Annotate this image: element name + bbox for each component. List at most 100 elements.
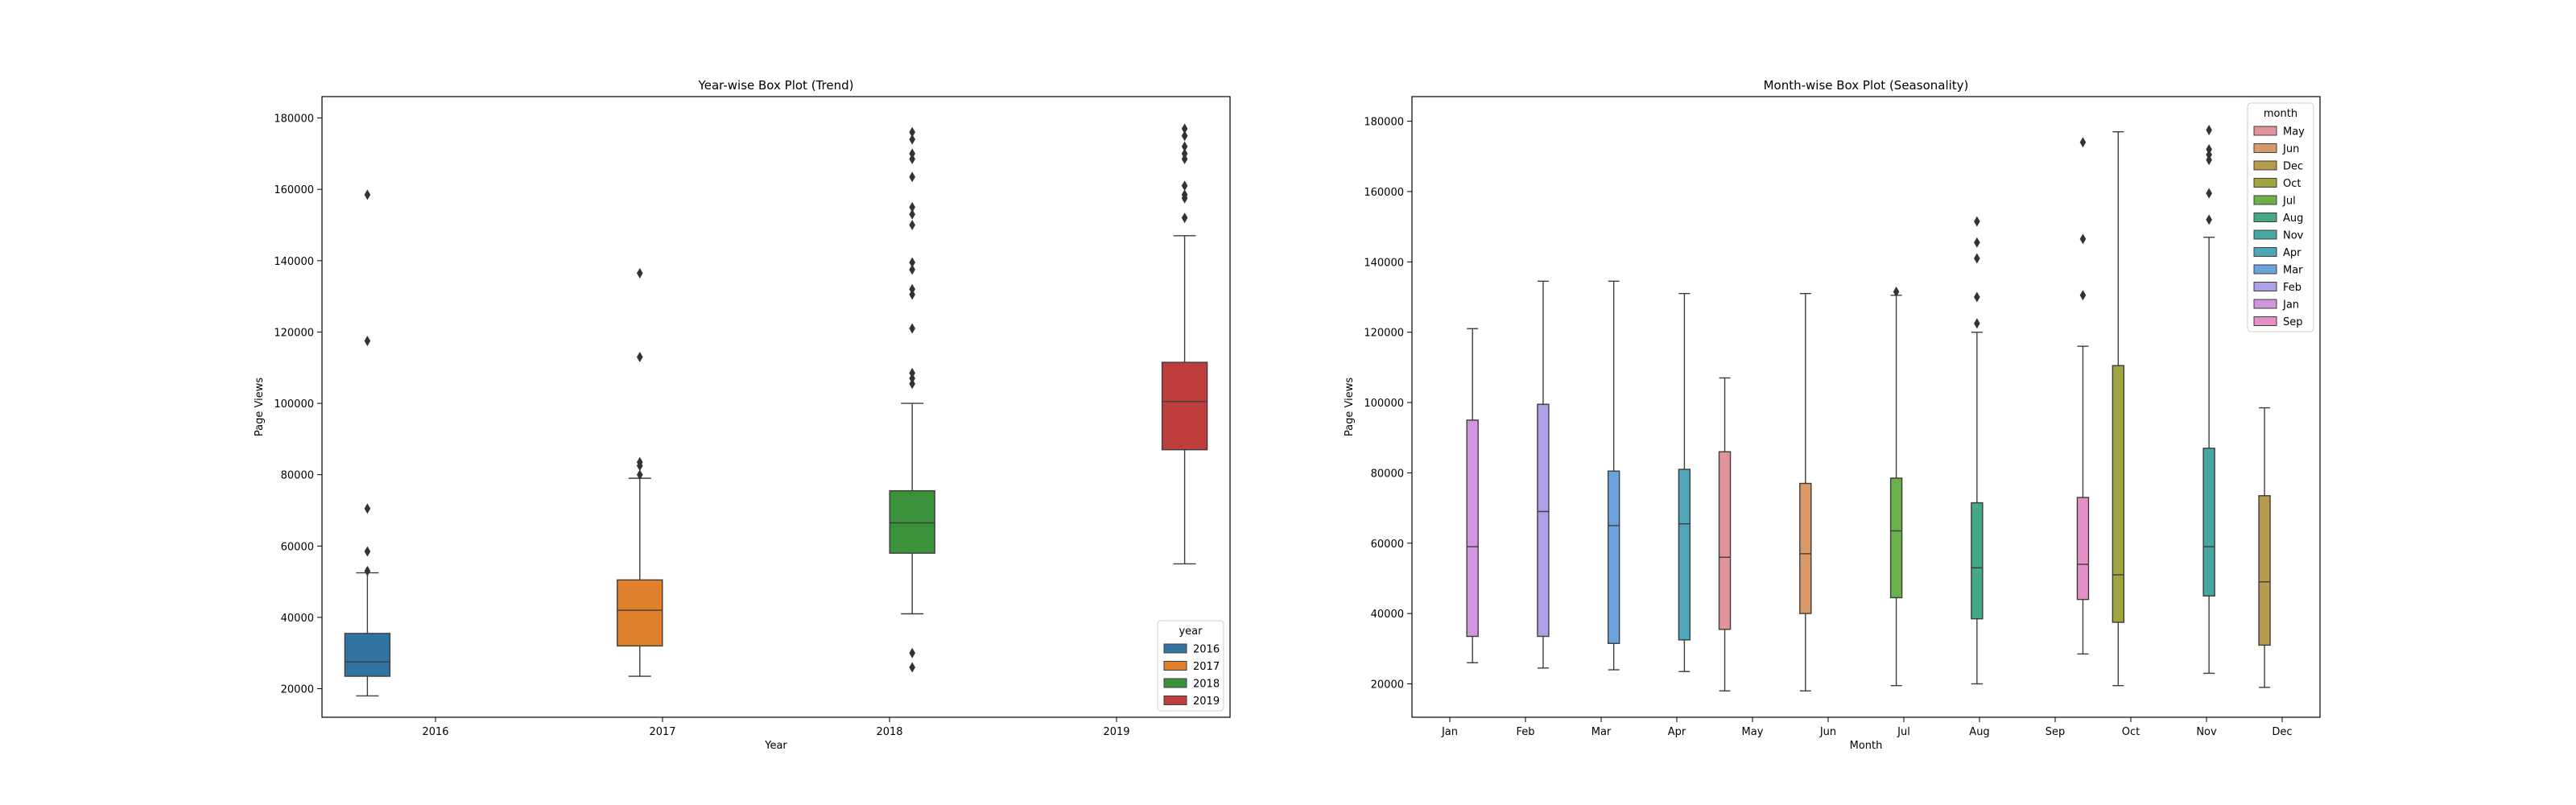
x-tick-label: Oct [2122,726,2140,738]
outlier-point [909,662,915,673]
box-Mar-Mar [1607,280,1620,671]
x-tick-label: Aug [1969,726,1989,738]
outlier-point [909,134,915,145]
y-tick-label: 100000 [274,398,314,411]
legend: month May Jun Dec Oct Jul Aug Nov Apr Mar Feb Jan Se… [2247,102,2314,332]
outlier-point [1893,286,1900,297]
y-tick-label: 60000 [281,541,314,553]
box-Jul-Jul [1889,286,1903,687]
legend-swatch [2253,213,2277,222]
box-iqr [1466,419,1479,638]
legend-label: 2019 [1193,696,1220,708]
y-tick-label: 80000 [1371,468,1404,480]
outlier-point [909,289,915,300]
legend-swatch [2253,264,2277,275]
outlier-point [1181,189,1188,200]
y-tick-label: 120000 [1364,328,1404,340]
outlier-point [1974,291,1980,303]
x-tick-label: 2018 [876,726,902,738]
y-tick-label: 140000 [274,256,314,268]
x-tick-label: Dec [2272,726,2292,738]
box-iqr [617,579,663,647]
y-axis-label: Page Views [1344,378,1356,436]
legend-swatch [1163,661,1187,671]
chart-title: Year-wise Box Plot (Trend) [698,78,854,93]
legend-swatch [1163,643,1187,654]
legend-swatch [2253,195,2277,205]
box-Oct-Oct [2112,130,2125,687]
x-tick-label: Apr [1668,726,1686,738]
outlier-point [364,503,371,514]
legend-label: 2016 [1193,644,1220,656]
y-tick-label: 20000 [1371,679,1404,691]
legend-label: 2017 [1193,661,1220,673]
y-tick-label: 100000 [1364,398,1404,410]
x-tick-label: 2019 [1103,726,1129,738]
box-iqr [1799,482,1812,614]
legend-swatch [2253,316,2277,326]
legend-label: 2018 [1193,679,1220,691]
box-iqr [1889,477,1903,599]
y-tick-label: 40000 [281,613,314,625]
outlier-point [364,546,371,557]
legend-swatch [2253,160,2277,171]
legend-label: Jul [2282,196,2296,208]
box-iqr [1971,502,1984,620]
box-iqr [1678,469,1691,641]
x-tick-label: 2016 [422,726,448,738]
outlier-point [909,264,915,275]
outlier-point [909,148,915,159]
x-tick-label: Feb [1516,726,1534,738]
outlier-point [909,378,915,390]
outlier-point [2079,290,2087,301]
box-2016-2016 [344,189,391,697]
legend-label: Aug [2283,213,2303,225]
x-tick-label: Jan [1441,726,1458,738]
legend-swatch [2253,299,2277,309]
box-Nov-Nov [2202,124,2215,675]
x-axis-label: Month [1850,740,1883,752]
outlier-point [2079,137,2087,148]
outlier-point [2206,144,2212,155]
axes-frame [321,96,1231,718]
outlier-point [1974,253,1980,264]
outlier-point [1974,318,1980,329]
outlier-point [909,367,915,378]
x-tick-label: Sep [2046,726,2066,738]
box-iqr [889,489,935,554]
legend-label: Feb [2283,282,2301,294]
chart-title: Month-wise Box Plot (Seasonality) [1764,78,1969,93]
box-Feb-Feb [1537,280,1550,669]
outlier-point [637,267,643,279]
outlier-point [909,373,915,384]
y-tick-label: 160000 [1364,187,1404,199]
legend-swatch [2253,143,2277,153]
legend-title: month [2264,108,2297,120]
box-iqr [344,633,391,677]
y-tick-label: 180000 [274,114,314,126]
y-tick-label: 180000 [1364,117,1404,129]
outlier-point [637,469,643,481]
legend: year 2016 2017 2018 2019 [1157,620,1224,712]
box-Sep-Sep [2076,137,2090,655]
y-tick-label: 120000 [274,327,314,339]
outlier-point [1181,141,1188,152]
legend-swatch [2253,178,2277,188]
box-Aug-Aug [1971,216,1984,685]
outlier-point [1181,123,1188,134]
outlier-point [909,208,915,220]
outlier-point [364,189,371,200]
outlier-point [637,351,643,362]
x-tick-label: Nov [2196,726,2217,738]
outlier-point [1181,130,1188,142]
x-tick-label: Jul [1897,726,1910,738]
outlier-point [909,220,915,231]
box-iqr [2258,495,2271,646]
outlier-point [909,201,915,213]
y-tick-label: 140000 [1364,257,1404,269]
legend-label: Nov [2283,230,2304,242]
outlier-point [909,257,915,268]
outlier-point [2206,214,2212,225]
legend-label: Jun [2282,143,2299,155]
outlier-point [1181,148,1188,159]
